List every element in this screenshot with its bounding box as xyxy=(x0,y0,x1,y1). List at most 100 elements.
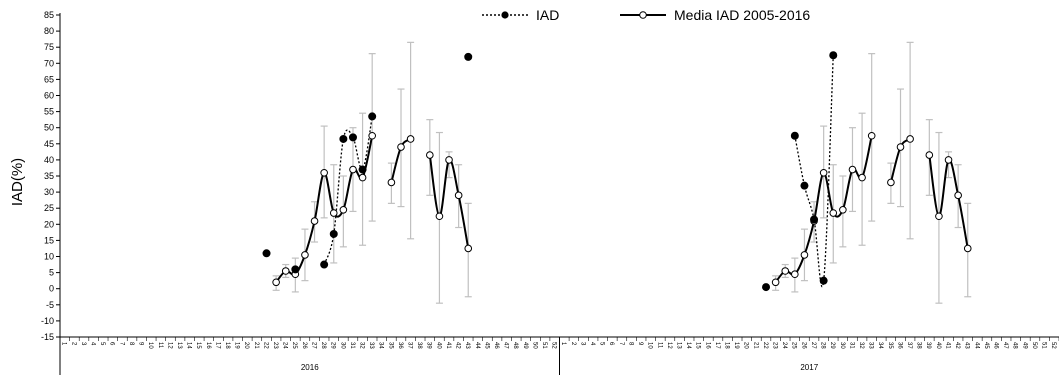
x-tick-label: 8 xyxy=(627,342,633,346)
mean-iad-point xyxy=(906,135,914,143)
x-tick-label: 25 xyxy=(791,342,797,349)
x-tick-label: 27 xyxy=(810,342,816,349)
mean-iad-point xyxy=(963,244,972,253)
iad-point xyxy=(762,283,771,292)
x-tick-label: 6 xyxy=(608,342,614,346)
mean-iad-point xyxy=(839,206,847,214)
legend-iad-marker xyxy=(501,11,509,19)
x-tick-label: 26 xyxy=(301,342,307,349)
y-tick-label: 10 xyxy=(44,252,54,262)
y-tick-label: 55 xyxy=(44,107,54,117)
x-tick-label: 35 xyxy=(387,342,393,349)
x-tick-label: 3 xyxy=(579,342,585,346)
iad-line xyxy=(794,55,834,288)
x-tick-label: 46 xyxy=(992,342,998,349)
mean-iad-point xyxy=(944,156,953,164)
x-tick-label: 38 xyxy=(916,342,922,349)
x-tick-label: 28 xyxy=(820,342,826,349)
iad-point xyxy=(358,165,367,174)
x-tick-label: 35 xyxy=(887,342,893,349)
mean-iad-point xyxy=(368,131,376,140)
x-tick-label: 30 xyxy=(839,342,845,349)
x-tick-label: 32 xyxy=(858,342,864,349)
mean-iad-point xyxy=(435,212,444,221)
mean-iad-point xyxy=(281,267,290,275)
mean-iad-point xyxy=(464,244,473,253)
x-tick-label: 34 xyxy=(378,342,384,349)
x-tick-label: 47 xyxy=(503,342,509,349)
x-tick-label: 36 xyxy=(397,342,403,349)
x-tick-label: 12 xyxy=(166,342,172,349)
x-tick-label: 41 xyxy=(445,342,451,349)
x-tick-label: 50 xyxy=(1031,342,1037,349)
mean-iad-point xyxy=(954,191,962,200)
x-tick-label: 19 xyxy=(733,342,739,349)
iad-point xyxy=(800,181,809,190)
y-tick-label: -5 xyxy=(46,300,54,310)
mean-iad-point xyxy=(896,143,905,151)
x-tick-label: 18 xyxy=(224,342,230,349)
x-tick-label: 4 xyxy=(589,342,595,346)
x-tick-label: 10 xyxy=(647,342,653,349)
x-tick-label: 41 xyxy=(944,342,950,349)
mean-iad-point xyxy=(771,278,780,287)
x-tick-label: 29 xyxy=(330,342,336,349)
mean-iad-point xyxy=(819,168,828,177)
x-tick-label: 3 xyxy=(80,342,86,346)
iad-point xyxy=(790,131,799,140)
x-tick-label: 27 xyxy=(310,342,316,349)
x-tick-label: 9 xyxy=(637,342,643,346)
x-tick-label: 1 xyxy=(560,342,566,346)
x-tick-label: 49 xyxy=(1021,342,1027,349)
x-tick-label: 16 xyxy=(205,342,211,349)
mean-iad-point xyxy=(329,209,338,217)
x-tick-label: 45 xyxy=(483,342,489,349)
x-tick-label: 22 xyxy=(762,342,768,349)
mean-iad-point xyxy=(339,206,348,214)
x-tick-label: 7 xyxy=(118,342,124,346)
mean-iad-point xyxy=(406,135,415,143)
iad-point xyxy=(348,133,357,142)
x-tick-label: 51 xyxy=(1040,342,1046,349)
y-tick-label: 40 xyxy=(44,155,54,165)
mean-iad-point xyxy=(800,251,809,259)
mean-iad-point xyxy=(310,217,319,225)
x-tick-label: 26 xyxy=(800,342,806,349)
mean-iad-point xyxy=(349,165,357,174)
y-tick-label: 60 xyxy=(44,91,54,101)
error-bars xyxy=(272,41,972,304)
x-tick-label: 33 xyxy=(868,342,874,349)
y-tick-label: 15 xyxy=(44,235,54,245)
iad-point xyxy=(339,134,348,143)
x-tick-label: 48 xyxy=(512,342,518,349)
x-tick-label: 17 xyxy=(214,342,220,349)
x-tick-label: 29 xyxy=(829,342,835,349)
y-tick-label: 65 xyxy=(44,74,54,84)
mean-iad-point xyxy=(829,209,838,217)
x-tick-label: 24 xyxy=(781,342,787,349)
mean-iad-point xyxy=(781,267,790,275)
mean-iad-point xyxy=(358,173,367,182)
x-tick-label: 33 xyxy=(368,342,374,349)
series-lines xyxy=(275,55,969,288)
iad-point xyxy=(819,276,828,285)
x-tick-label: 1 xyxy=(61,342,67,346)
mean-iad-point xyxy=(272,278,280,287)
x-tick-label: 48 xyxy=(1012,342,1018,349)
x-tick-label: 16 xyxy=(704,342,710,349)
mean-iad-point xyxy=(301,251,309,259)
group-label: 2017 xyxy=(800,363,818,372)
group-label: 2016 xyxy=(301,363,319,372)
x-tick-label: 45 xyxy=(983,342,989,349)
x-tick-label: 37 xyxy=(407,342,413,349)
y-tick-label: -15 xyxy=(41,332,54,342)
x-tick-label: 46 xyxy=(493,342,499,349)
x-tick-label: 25 xyxy=(291,342,297,349)
series-points xyxy=(262,51,972,292)
x-tick-label: 14 xyxy=(685,342,691,349)
mean-iad-point xyxy=(867,131,876,140)
mean-iad-point xyxy=(791,270,799,279)
x-tick-label: 43 xyxy=(464,342,470,349)
x-tick-label: 43 xyxy=(964,342,970,349)
x-tick-label: 23 xyxy=(272,342,278,349)
